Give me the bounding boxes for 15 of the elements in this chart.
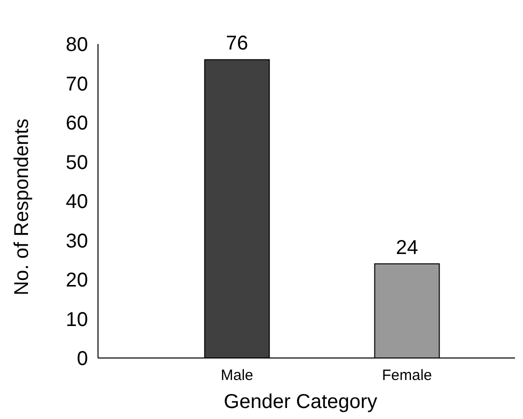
y-tick-label: 80: [66, 34, 88, 56]
x-tick-label: Female: [382, 367, 432, 384]
y-axis-title: No. of Respondents: [11, 118, 33, 296]
x-tick-label: Male: [220, 367, 254, 384]
y-tick-label: 20: [66, 270, 88, 292]
data-label: 76: [226, 32, 248, 55]
x-axis-title: Gender Category: [224, 391, 378, 413]
data-label: 24: [396, 236, 418, 259]
y-tick-label: 40: [66, 191, 88, 213]
y-tick-label: 50: [66, 152, 88, 174]
y-tick-label: 60: [66, 112, 88, 134]
y-tick-label: 70: [66, 73, 88, 96]
y-tick-label: 30: [66, 230, 88, 252]
y-tick-label: 10: [66, 308, 88, 331]
y-tick-label: 0: [76, 348, 88, 370]
